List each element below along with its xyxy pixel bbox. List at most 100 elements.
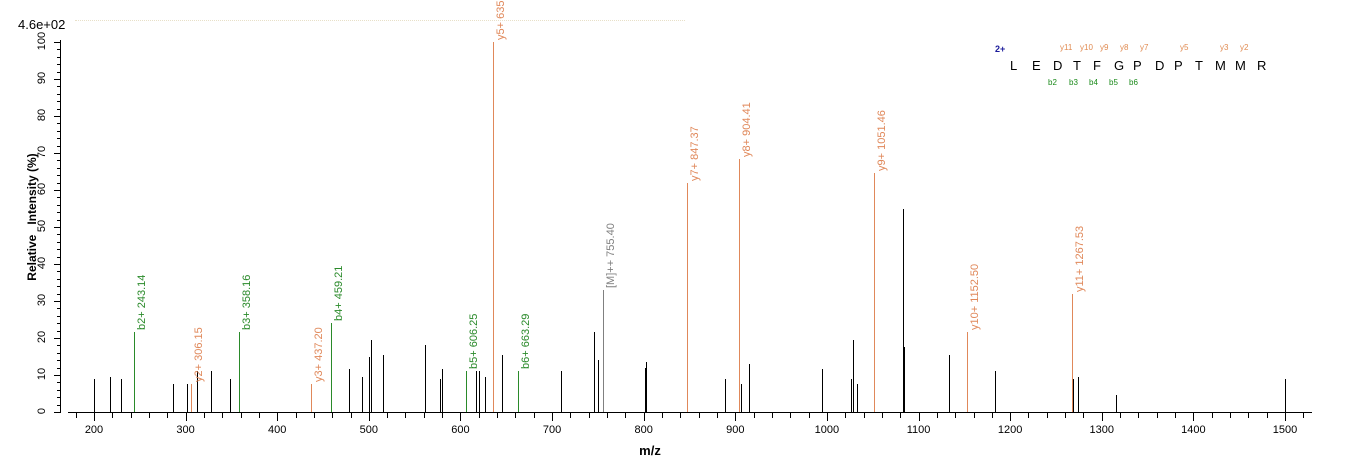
x-tick [240, 413, 242, 418]
x-tick [1211, 413, 1213, 418]
peak [749, 363, 751, 412]
residue: F [1093, 58, 1101, 73]
peak [196, 371, 198, 412]
residue: R [1257, 58, 1267, 73]
x-axis-title: m/z [639, 443, 661, 458]
y-tick [54, 79, 60, 80]
x-tick-label: 1400 [1181, 424, 1206, 436]
peak-label: y7+ 847.37 [689, 125, 702, 181]
annotated-peak [1072, 293, 1074, 412]
y-tick [57, 315, 60, 317]
peak [850, 378, 852, 412]
y-tick [57, 212, 60, 214]
x-tick [222, 413, 224, 418]
x-tick-label: 500 [359, 424, 379, 436]
x-tick-label: 200 [84, 424, 104, 436]
x-tick [955, 413, 957, 418]
x-tick [1065, 413, 1067, 418]
residue: L [1010, 58, 1018, 73]
x-tick [1285, 413, 1286, 421]
y-ion-marker: y9 [1100, 43, 1109, 52]
x-tick [130, 413, 132, 418]
peak-label: b6+ 663.29 [520, 313, 533, 370]
x-tick [332, 413, 334, 418]
annotated-peak [966, 332, 968, 412]
b-ion-marker: b4 [1089, 78, 1098, 87]
x-tick [1083, 413, 1085, 418]
x-tick-label: 900 [726, 424, 745, 436]
residue: T [1073, 58, 1081, 73]
y-tick [57, 108, 60, 110]
x-tick [863, 413, 865, 418]
peak [852, 339, 854, 412]
peak [903, 347, 905, 412]
y-tick-label: 100 [36, 31, 48, 51]
peak [501, 354, 503, 412]
residue: M [1235, 58, 1246, 73]
y-ion-marker: y10 [1080, 43, 1093, 52]
x-tick [1138, 413, 1140, 418]
y-tick [57, 271, 60, 273]
y-tick-label: 70 [36, 145, 48, 159]
x-tick [1266, 413, 1268, 418]
x-tick [350, 413, 352, 418]
y-tick [57, 308, 60, 310]
peak [120, 378, 122, 412]
x-tick-label: 1000 [814, 424, 840, 436]
y-tick [57, 249, 60, 251]
peak-label: y8+ 904.41 [741, 101, 754, 157]
y-tick [57, 219, 60, 221]
b-ion-marker: b3 [1069, 78, 1078, 87]
peak [348, 369, 350, 412]
annotated-peak [518, 371, 520, 412]
peak [187, 384, 189, 412]
x-tick [808, 413, 810, 418]
y-tick-label: 60 [36, 182, 48, 196]
x-tick [680, 413, 682, 418]
x-tick [716, 413, 718, 418]
y-tick [57, 123, 60, 125]
y-tick-label: 20 [36, 330, 48, 344]
x-tick [735, 413, 737, 421]
y-tick [57, 367, 60, 369]
peak [645, 362, 647, 412]
y-ion-marker: y3 [1220, 43, 1229, 52]
x-tick [203, 413, 205, 418]
x-tick [515, 413, 517, 418]
annotated-peak [492, 42, 494, 412]
y-tick-label: 90 [36, 71, 48, 85]
x-tick [313, 413, 315, 418]
x-tick [588, 413, 590, 418]
peak [1077, 376, 1079, 412]
y-ion-marker: y5 [1180, 43, 1189, 52]
x-tick [991, 413, 993, 418]
x-tick [1120, 413, 1122, 418]
x-tick [258, 413, 260, 418]
y-tick [57, 86, 60, 88]
y-tick [54, 42, 60, 43]
annotated-peak [466, 371, 468, 412]
x-tick [1046, 413, 1048, 418]
peak-label: y11+ 1267.53 [1074, 225, 1087, 292]
peak [597, 360, 599, 412]
annotated-peak [238, 332, 240, 412]
y-tick [54, 301, 60, 302]
x-tick [387, 413, 389, 418]
x-tick-label: 1200 [997, 424, 1023, 436]
residue: T [1195, 58, 1203, 73]
x-tick [753, 413, 755, 418]
x-tick [1156, 413, 1158, 418]
y-tick [57, 101, 60, 103]
top-dotted-line [75, 20, 685, 21]
x-tick [1303, 413, 1305, 418]
x-tick [277, 413, 279, 421]
residue: D [1155, 58, 1165, 73]
y-tick-label: 80 [36, 108, 48, 122]
x-tick [405, 413, 407, 418]
y-tick-label: 0 [36, 407, 48, 415]
x-tick [460, 413, 462, 421]
peak [368, 356, 370, 412]
x-tick [607, 413, 609, 418]
y-tick [57, 323, 60, 325]
x-tick [936, 413, 938, 418]
